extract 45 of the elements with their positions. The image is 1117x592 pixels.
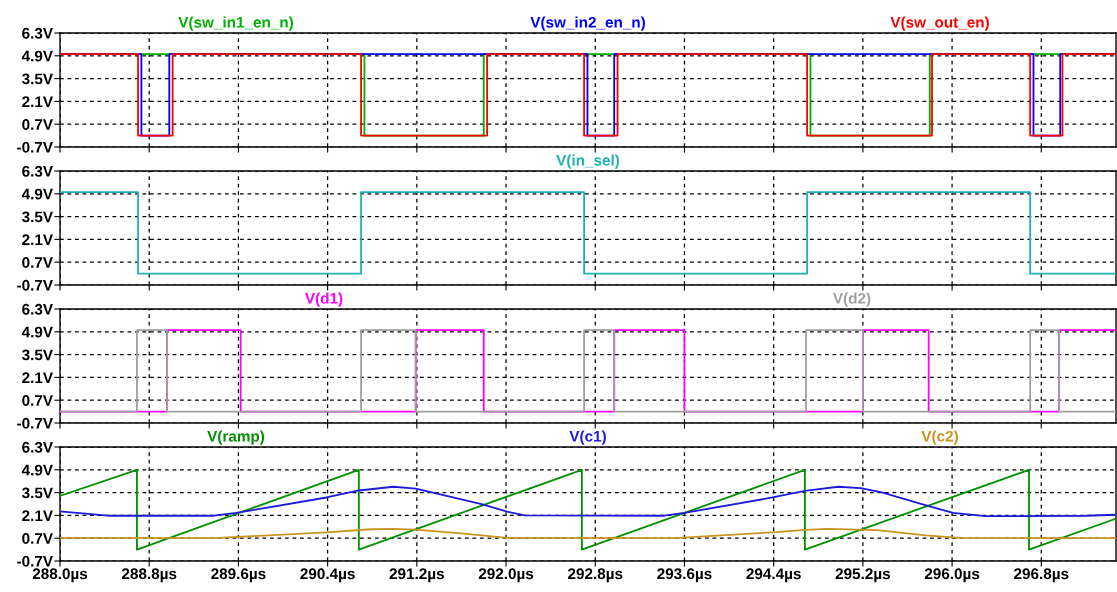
y-tick-label: 4.9V [21, 464, 53, 476]
y-tick-label: 4.9V [21, 326, 53, 338]
series-label: V(d2) [833, 292, 871, 307]
y-tick-label: -0.7V [17, 141, 53, 153]
y-tick-label: 2.1V [22, 96, 53, 107]
x-tick-label: 295.2µs [835, 568, 891, 583]
y-tick-label: 2.1V [22, 234, 53, 245]
x-tick-label: 296.0µs [924, 568, 980, 583]
x-tick-label: 290.4µs [300, 568, 355, 583]
series-label: V(sw_in2_en_n) [530, 16, 645, 31]
y-tick-label: 2.1V [22, 372, 53, 383]
text: V(c1) [569, 430, 606, 445]
x-tick-label: 288.8µs [121, 568, 177, 583]
y-tick-label: -0.7V [17, 417, 53, 429]
x-tick-label: 289.6µs [211, 568, 266, 583]
x-tick-label: 294.4µs [746, 568, 801, 583]
y-tick-label: -0.7V [17, 279, 53, 291]
series-label: V(sw_in1_en_n) [178, 16, 293, 31]
y-tick-label: 3.5V [21, 487, 53, 499]
y-tick-label: 3.5V [21, 349, 53, 361]
y-tick-label: 6.3V [22, 303, 53, 315]
series-label: V(in_sel) [556, 154, 620, 169]
y-tick-label: 2.1V [22, 510, 53, 521]
y-tick-label: 3.5V [21, 73, 53, 85]
y-tick-label: 0.7V [22, 119, 53, 130]
x-tick-label: 296.8µs [1014, 568, 1069, 583]
series-label: V(sw_out_en) [890, 16, 989, 31]
x-tick-label: 291.2µs [389, 568, 444, 583]
y-tick-label: -0.7V [17, 555, 53, 567]
y-tick-label: 0.7V [22, 533, 53, 544]
text: V(ramp) [207, 430, 265, 445]
y-tick-label: 6.3V [22, 27, 53, 39]
x-tick-label: 293.6µs [657, 568, 712, 583]
text: V(d1) [305, 292, 343, 307]
text: V(c2) [921, 430, 958, 445]
y-tick-label: 4.9V [21, 50, 53, 62]
y-tick-label: 3.5V [21, 211, 53, 223]
y-tick-label: 0.7V [22, 257, 53, 268]
x-tick-label: 288.0µs [32, 568, 88, 583]
y-tick-label: 4.9V [21, 188, 53, 200]
x-tick-label: 292.0µs [478, 568, 534, 583]
y-tick-label: 0.7V [22, 395, 53, 406]
y-tick-label: 6.3V [22, 441, 53, 453]
x-tick-label: 292.8µs [568, 568, 623, 583]
y-tick-label: 6.3V [22, 165, 53, 177]
